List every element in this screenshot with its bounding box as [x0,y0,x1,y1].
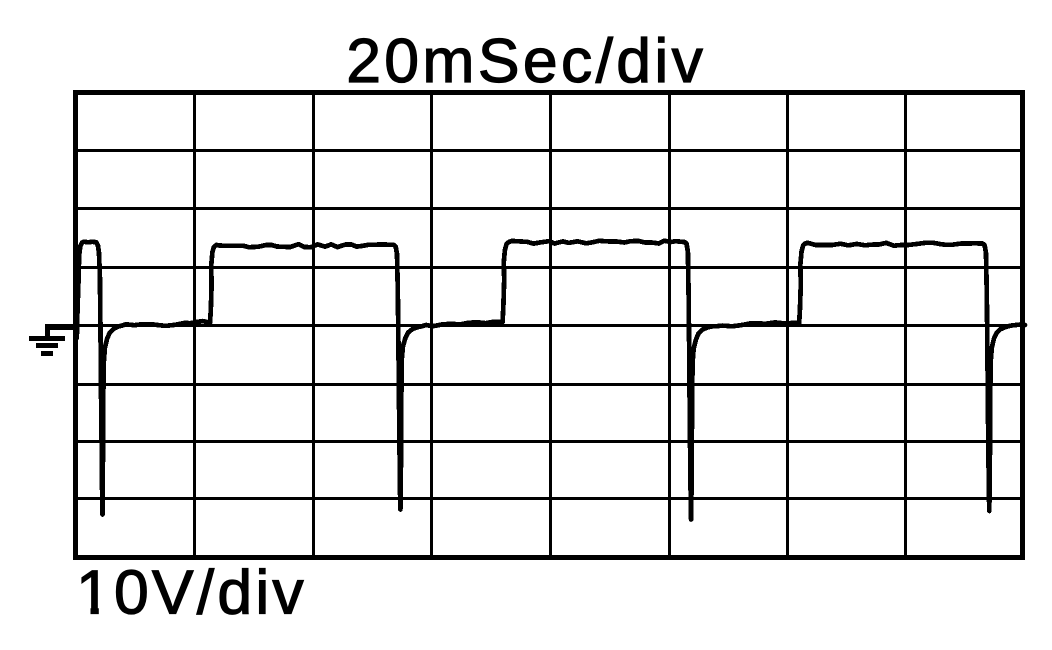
svg-text:10V/div: 10V/div [76,558,307,628]
svg-text:20mSec/div: 20mSec/div [346,26,706,96]
